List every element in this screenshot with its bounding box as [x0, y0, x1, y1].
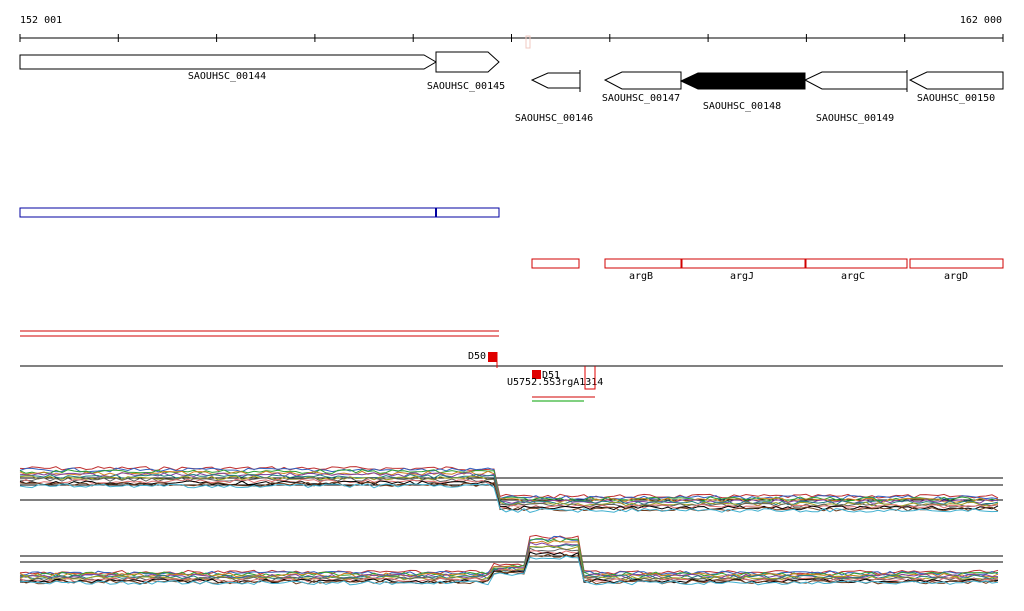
feature-marker: [532, 370, 541, 379]
expression-trace: [19, 475, 999, 507]
annotation-label: argC: [841, 271, 865, 282]
feature-label: D51: [542, 370, 560, 381]
gene-label: SAOUHSC_00145: [427, 81, 505, 92]
gene-label: SAOUHSC_00149: [816, 113, 894, 124]
expression-trace: [19, 470, 999, 503]
ruler-end: 162 000: [960, 15, 1002, 26]
gene-arrow: [603, 71, 682, 90]
annotation-label: argB: [629, 271, 653, 282]
expression-trace: [19, 550, 999, 583]
expression-trace: [19, 477, 999, 508]
annotation-label: argJ: [730, 271, 754, 282]
annotation-box: [604, 258, 682, 269]
expression-trace: [19, 555, 999, 586]
gene-label: SAOUHSC_00146: [515, 113, 593, 124]
annotation-track: [531, 258, 1004, 269]
expression-trace: [19, 483, 999, 513]
gene-arrow: [530, 72, 581, 89]
annotation-box: [909, 258, 1004, 269]
marker: [525, 35, 531, 49]
expression-trace: [19, 544, 999, 580]
expression-trace: [19, 466, 999, 499]
ruler-ticks: [19, 34, 1004, 42]
gene-arrow: [803, 71, 908, 90]
feature-label: D50: [468, 351, 486, 362]
expression-trace: [19, 472, 999, 504]
annotation-label: argD: [944, 271, 968, 282]
gene-arrow: [435, 51, 500, 73]
gene-label: SAOUHSC_00144: [188, 71, 266, 82]
feature-marker: [584, 366, 596, 390]
gene-arrow: [19, 54, 437, 70]
expression-trace: [19, 480, 999, 511]
annotation-box: [805, 258, 908, 269]
operon-box: [19, 207, 500, 218]
gene-track: [19, 51, 1004, 92]
gene-label: SAOUHSC_00147: [602, 93, 680, 104]
annotation-box: [531, 258, 580, 269]
expression-traces: [19, 466, 999, 586]
feature-marker: [488, 352, 497, 362]
expression-trace: [19, 467, 999, 501]
gene-label: SAOUHSC_00150: [917, 93, 995, 104]
feature-label: U5752.5S3rgA1314: [507, 377, 603, 388]
gene-arrow: [908, 71, 1004, 90]
gene-arrow: [679, 72, 806, 90]
ruler-start: 152 001: [20, 15, 62, 26]
gene-label: SAOUHSC_00148: [703, 101, 781, 112]
threshold-lines: [20, 477, 1003, 563]
annotation-box: [681, 258, 806, 269]
